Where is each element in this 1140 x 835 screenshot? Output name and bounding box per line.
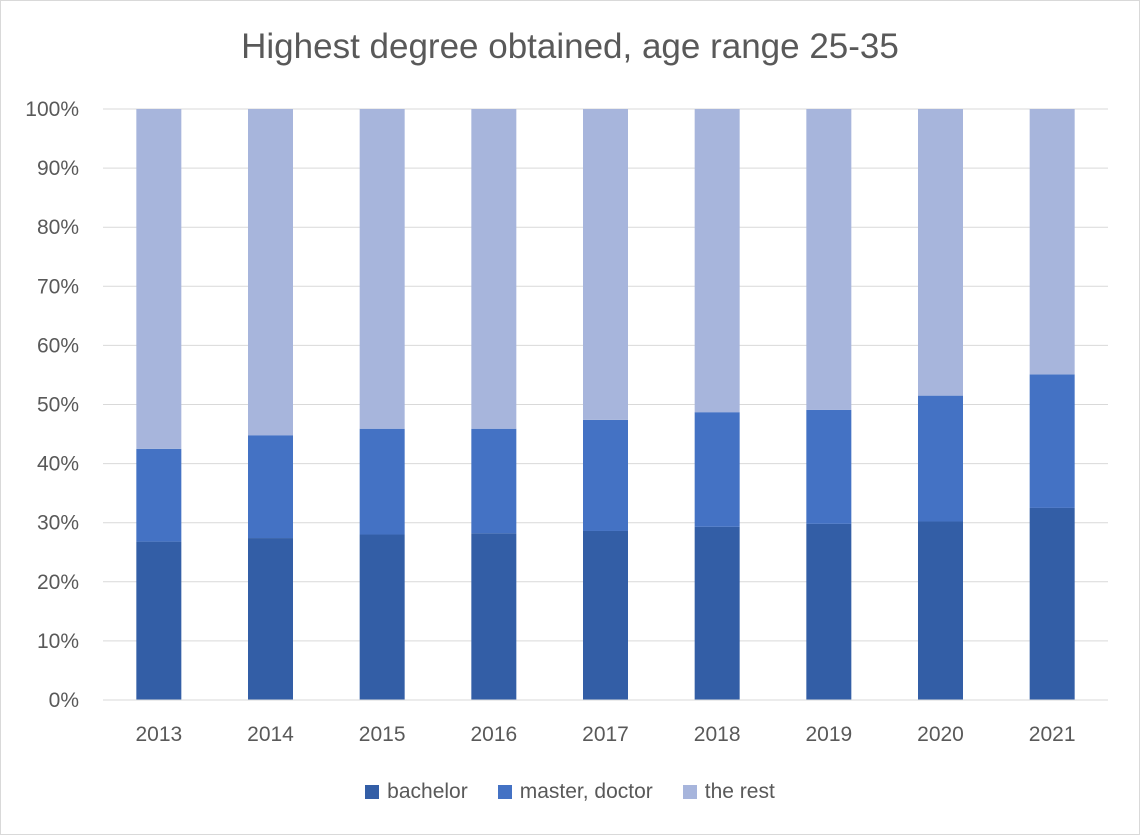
bar-segment: bachelor 2021: 32.5% — [1029, 507, 1075, 700]
bar-segment: master, doctor 2018: 19.4% — [694, 412, 740, 527]
x-tick-label: 2014 — [247, 723, 294, 746]
x-tick-label: 2021 — [1029, 723, 1076, 746]
bar-segment: bachelor 2020: 30.2% — [918, 521, 963, 700]
bar-segment: the rest 2019: 50.9% — [806, 109, 852, 410]
legend-label: bachelor — [387, 780, 468, 803]
chart-title: Highest degree obtained, age range 25-35 — [241, 27, 899, 66]
y-tick-label: 60% — [37, 334, 79, 357]
y-tick-label: 80% — [37, 216, 79, 239]
y-tick-label: 30% — [37, 512, 79, 535]
legend-swatch — [682, 785, 697, 799]
legend-label: the rest — [704, 780, 775, 803]
bar-segment: master, doctor 2017: 18.8% — [583, 419, 628, 531]
bar-segment: bachelor 2017: 28.6% — [583, 530, 628, 700]
bar-segment: master, doctor 2013: 15.7% — [136, 448, 182, 542]
legend-swatch — [497, 785, 512, 799]
bar-segment: the rest 2015: 54.1% — [359, 109, 405, 429]
x-tick-label: 2015 — [359, 723, 406, 746]
bar-segment: the rest 2014: 55.2% — [248, 109, 293, 436]
x-tick-label: 2020 — [917, 723, 964, 746]
bar-segment: bachelor 2018: 29.3% — [694, 526, 740, 700]
y-tick-label: 70% — [37, 275, 79, 298]
bar-segment: the rest 2016: 54.1% — [471, 109, 517, 429]
bar-segment: master, doctor 2016: 17.7% — [471, 428, 517, 534]
y-tick-label: 40% — [37, 453, 79, 476]
bar-segment: master, doctor 2014: 17.4% — [248, 435, 293, 539]
x-tick-label: 2018 — [694, 723, 741, 746]
x-tick-label: 2013 — [135, 723, 182, 746]
y-tick-label: 90% — [37, 157, 79, 180]
bar-segment: bachelor 2019: 29.8% — [806, 523, 852, 700]
bar-segment: the rest 2020: 48.5% — [918, 109, 963, 396]
legend-swatch — [365, 785, 380, 799]
bar-segment: the rest 2013: 57.5% — [136, 109, 182, 449]
x-tick-label: 2017 — [582, 723, 629, 746]
bar-segment: the rest 2021: 44.9% — [1029, 109, 1075, 375]
bar-segment: the rest 2018: 51.3% — [694, 109, 740, 413]
bar-segment: master, doctor 2021: 22.6% — [1029, 374, 1075, 508]
bar-segment: bachelor 2015: 28% — [359, 534, 405, 700]
legend-item: the rest — [682, 780, 775, 804]
legend-label: master, doctor — [519, 780, 653, 803]
bar-segment: master, doctor 2019: 19.3% — [806, 409, 852, 524]
y-tick-label: 0% — [49, 689, 79, 712]
bar-segment: the rest 2017: 52.6% — [583, 109, 628, 420]
bar-segment: master, doctor 2020: 21.3% — [918, 395, 963, 522]
bar-segment: master, doctor 2015: 17.9% — [359, 428, 405, 535]
y-tick-label: 20% — [37, 571, 79, 594]
legend-item: master, doctor — [497, 780, 653, 804]
bar-segment: bachelor 2016: 28.2% — [471, 533, 517, 700]
y-tick-label: 50% — [37, 394, 79, 417]
y-tick-label: 100% — [25, 98, 79, 121]
y-tick-label: 10% — [37, 630, 79, 653]
bar-segment: bachelor 2013: 26.8% — [136, 541, 182, 700]
legend-item: bachelor — [365, 780, 468, 804]
x-tick-label: 2019 — [805, 723, 852, 746]
x-tick-label: 2016 — [470, 723, 517, 746]
legend: bachelor master, doctor the rest — [1, 780, 1139, 804]
bar-segment: bachelor 2014: 27.4% — [248, 538, 293, 700]
